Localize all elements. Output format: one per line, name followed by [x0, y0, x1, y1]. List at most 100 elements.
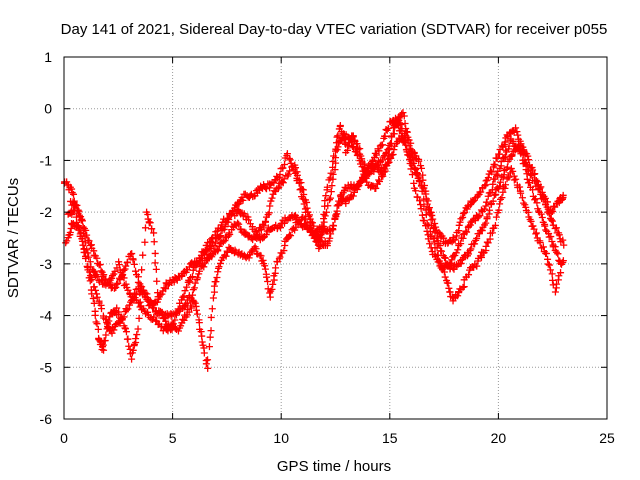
data-point	[192, 306, 200, 314]
data-point	[113, 280, 121, 288]
data-point	[331, 166, 339, 174]
data-point	[435, 228, 443, 236]
data-point	[93, 320, 101, 328]
data-point	[80, 248, 88, 256]
data-point	[327, 194, 335, 202]
data-point	[372, 184, 380, 192]
data-point	[465, 250, 473, 258]
data-point	[94, 325, 102, 333]
data-point	[533, 199, 541, 207]
data-point	[118, 316, 126, 324]
data-point	[354, 183, 362, 191]
data-point	[548, 270, 556, 278]
data-point	[161, 314, 169, 322]
x-tick-label: 10	[273, 430, 289, 446]
data-point	[545, 261, 553, 269]
data-point	[348, 138, 356, 146]
data-point	[459, 283, 467, 291]
data-point	[70, 190, 78, 198]
data-point	[336, 122, 344, 130]
data-point	[252, 245, 260, 253]
data-point	[552, 224, 560, 232]
y-tick-label: -2	[40, 204, 53, 220]
data-point	[329, 170, 337, 178]
data-point	[460, 283, 468, 291]
data-point	[353, 140, 361, 148]
data-point	[306, 218, 314, 226]
data-point	[445, 284, 453, 292]
data-point	[482, 242, 490, 250]
x-tick-label: 15	[382, 430, 398, 446]
data-point	[85, 237, 93, 245]
data-point	[69, 220, 77, 228]
data-point	[269, 280, 277, 288]
data-point	[151, 249, 159, 257]
data-point	[102, 275, 110, 283]
chart-title: Day 141 of 2021, Sidereal Day-to-day VTE…	[61, 21, 608, 38]
data-point	[207, 327, 215, 335]
data-point	[205, 343, 213, 351]
data-point	[329, 221, 337, 229]
data-point	[346, 135, 354, 143]
data-point	[283, 150, 291, 158]
data-point	[172, 309, 180, 317]
data-point	[239, 196, 247, 204]
data-point	[559, 191, 567, 199]
data-point	[265, 209, 273, 217]
data-point	[78, 215, 86, 223]
y-axis-label: SDTVAR / TECUs	[5, 178, 22, 298]
data-point	[206, 242, 214, 250]
data-point	[531, 170, 539, 178]
y-tick-label: -4	[40, 308, 53, 324]
data-point	[495, 206, 503, 214]
data-point	[114, 279, 122, 287]
grid-lines	[64, 57, 607, 419]
data-point	[542, 226, 550, 234]
data-point	[424, 197, 432, 205]
data-point	[128, 250, 136, 258]
data-point	[263, 273, 271, 281]
data-point	[512, 175, 520, 183]
data-point	[198, 338, 206, 346]
data-point	[72, 202, 80, 210]
data-point	[489, 197, 497, 205]
data-point	[551, 288, 559, 296]
data-point	[483, 198, 491, 206]
data-point	[420, 202, 428, 210]
data-point	[532, 177, 540, 185]
data-point	[524, 208, 532, 216]
data-point	[387, 139, 395, 147]
data-point	[539, 191, 547, 199]
data-point	[467, 245, 475, 253]
data-point	[525, 156, 533, 164]
data-point	[110, 326, 118, 334]
data-point	[179, 293, 187, 301]
data-point	[193, 258, 201, 266]
data-point	[160, 284, 168, 292]
data-point	[222, 252, 230, 260]
data-point	[379, 172, 387, 180]
data-point	[480, 205, 488, 213]
data-point	[378, 156, 386, 164]
data-point	[177, 322, 185, 330]
data-point	[296, 220, 304, 228]
data-point	[536, 239, 544, 247]
data-point	[505, 173, 513, 181]
data-point	[191, 299, 199, 307]
data-point	[433, 244, 441, 252]
data-point	[128, 355, 136, 363]
data-point	[195, 267, 203, 275]
data-point	[261, 217, 269, 225]
data-point	[477, 188, 485, 196]
data-point	[466, 246, 474, 254]
y-tick-labels: -6 -5 -4 -3 -2 -1 0 1	[40, 49, 53, 427]
data-point	[375, 178, 383, 186]
data-point	[372, 151, 380, 159]
x-tick-label: 5	[169, 430, 177, 446]
series-track-d	[67, 109, 567, 310]
data-point	[111, 267, 119, 275]
data-point	[66, 229, 74, 237]
data-point	[275, 255, 283, 263]
data-point	[496, 200, 504, 208]
data-point	[417, 164, 425, 172]
